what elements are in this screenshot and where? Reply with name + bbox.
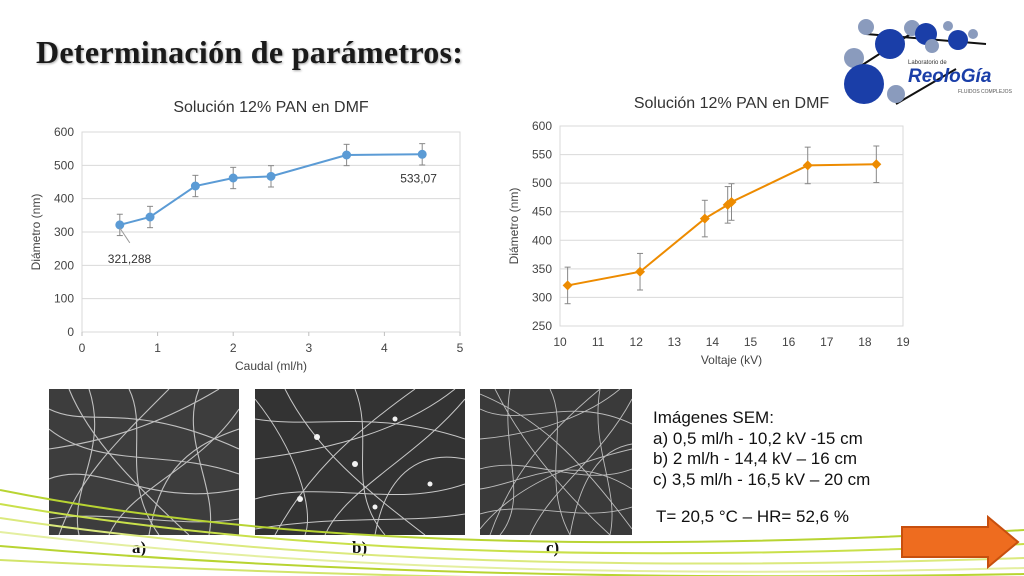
x-tick-label: 15 [744,335,758,349]
data-point [699,213,710,224]
plot-area [559,125,904,327]
sem-image-c [480,389,632,535]
data-point [802,160,813,171]
data-point [722,199,733,210]
x-tick-label: 12 [630,335,644,349]
y-tick-label: 250 [532,319,552,333]
sem-info: Imágenes SEM: a) 0,5 ml/h - 10,2 kV -15 … [653,408,870,490]
x-tick-label: 17 [820,335,834,349]
sem-item-c: c) 3,5 ml/h - 16,5 kV – 20 cm [653,469,871,489]
x-tick-label: 13 [668,335,682,349]
chart-title: Solución 12% PAN en DMF [634,95,830,112]
data-point [342,150,352,160]
data-point [417,149,427,159]
y-tick-label: 100 [54,292,74,306]
right-arrow-icon[interactable] [900,515,1020,569]
y-axis-label: Diámetro (nm) [29,194,43,271]
y-tick-label: 450 [532,205,552,219]
x-tick-label: 14 [706,335,720,349]
x-tick-label: 10 [553,335,567,349]
data-point [562,280,573,291]
sem-item-b: b) 2 ml/h - 14,4 kV – 16 cm [653,449,858,468]
data-label: 321,288 [108,252,152,266]
y-tick-label: 400 [54,192,74,206]
y-tick-label: 600 [532,119,552,133]
logo-brand: ReoloGía [908,66,992,87]
data-point [145,212,155,222]
x-tick-label: 5 [457,341,464,355]
sem-item-a: a) 0,5 ml/h - 10,2 kV -15 cm [653,428,863,448]
x-tick-label: 0 [79,341,86,355]
chart-caudal-svg: 0 100 200 300 400 500 600 0 1 2 3 4 5 Solución 12% PA… [29,99,464,373]
y-tick-label: 500 [54,158,74,172]
x-axis-label: Voltaje (kV) [701,353,762,367]
sem-image-b [255,389,465,535]
x-tick-label: 4 [381,341,388,355]
data-point [266,171,276,181]
series-line [567,163,877,287]
logo-subtitle: FLUIDOS COMPLEJOS [958,89,1013,95]
chart-caudal: 0 100 200 300 400 500 600 0 1 2 3 4 5 Solución 12% PA… [22,92,482,382]
chart-title: Solución 12% PAN en DMF [173,99,369,116]
sem-image-a [49,389,239,535]
x-tick-label: 2 [230,341,237,355]
y-tick-label: 500 [532,176,552,190]
x-tick-label: 3 [305,341,312,355]
logo-small-text: Laboratorio de [908,60,947,66]
y-axis-label: Diámetro (nm) [507,188,521,265]
data-label: 533,07 [400,171,437,185]
data-point [115,220,125,230]
x-tick-label: 1 [154,341,161,355]
x-tick-label: 19 [896,335,910,349]
conditions-text: T= 20,5 °C – HR= 52,6 % [656,507,849,526]
x-tick-label: 11 [592,335,605,349]
y-tick-label: 300 [54,225,74,239]
data-point [635,266,646,277]
annotation-leader [119,227,131,244]
data-point [871,159,882,170]
y-tick-label: 200 [54,258,74,272]
y-tick-label: 300 [532,290,552,304]
slide-title: Determinación de parámetros: [36,34,464,70]
sem-heading: Imágenes SEM: [653,408,774,427]
x-tick-label: 16 [782,335,796,349]
data-point [190,181,200,191]
y-tick-label: 400 [532,233,552,247]
sem-label-c: c) [546,538,560,557]
x-axis-label: Caudal (ml/h) [235,359,307,373]
data-point [726,197,737,207]
sem-label-b: b) [352,538,368,557]
sem-label-a: a) [132,538,147,557]
y-tick-label: 0 [67,325,74,339]
data-point [228,173,238,183]
y-tick-label: 350 [532,262,552,276]
chart-voltaje: 250 300 350 400 450 500 550 600 10 11 12 13 14 15 16 17… [496,88,921,378]
x-tick-label: 18 [858,335,872,349]
y-tick-label: 600 [54,125,74,139]
chart-voltaje-svg: 250 300 350 400 450 500 550 600 10 11 12 13 14 15 16 17… [507,95,910,367]
reologia-logo: Laboratorio de ReoloGía FLUIDOS COMPLEJO… [844,19,1013,105]
y-tick-label: 550 [532,148,552,162]
